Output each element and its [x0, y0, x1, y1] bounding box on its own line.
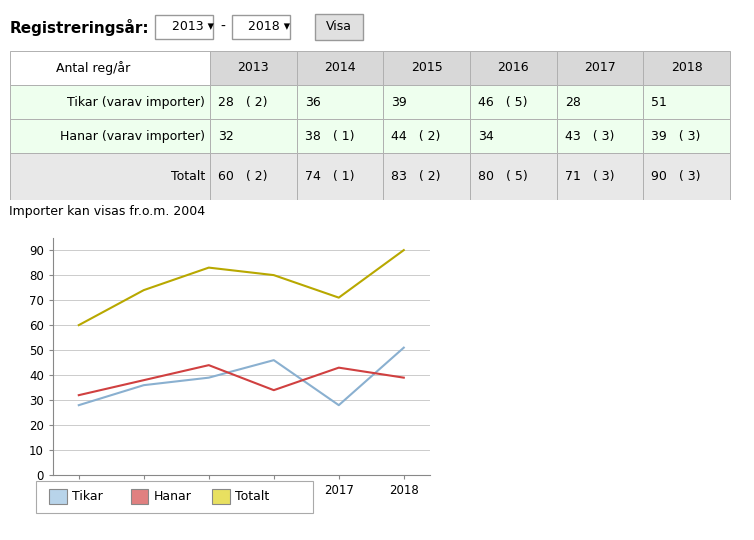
FancyBboxPatch shape	[296, 153, 383, 200]
Text: Totalt: Totalt	[170, 170, 205, 183]
FancyBboxPatch shape	[383, 51, 470, 85]
Tikar	[204, 374, 213, 381]
FancyBboxPatch shape	[470, 85, 556, 119]
Tikar	[74, 402, 83, 408]
FancyBboxPatch shape	[210, 153, 296, 200]
Line: Hanar: Hanar	[78, 365, 404, 395]
Totalt	[334, 294, 343, 301]
Tikar	[269, 357, 278, 363]
Text: 28: 28	[565, 96, 581, 109]
FancyBboxPatch shape	[296, 51, 383, 85]
FancyBboxPatch shape	[556, 119, 643, 153]
Text: 2013: 2013	[238, 61, 269, 75]
Hanar	[269, 387, 278, 394]
FancyBboxPatch shape	[296, 119, 383, 153]
FancyBboxPatch shape	[643, 119, 730, 153]
Hanar	[204, 362, 213, 368]
FancyBboxPatch shape	[556, 85, 643, 119]
Text: 28   ( 2): 28 ( 2)	[218, 96, 268, 109]
FancyBboxPatch shape	[556, 153, 643, 200]
Hanar	[334, 364, 343, 371]
FancyBboxPatch shape	[470, 119, 556, 153]
Text: Totalt: Totalt	[235, 490, 269, 503]
FancyBboxPatch shape	[210, 119, 296, 153]
FancyBboxPatch shape	[210, 51, 296, 85]
Text: Tikar (varav importer): Tikar (varav importer)	[67, 96, 205, 109]
Text: 38   ( 1): 38 ( 1)	[305, 130, 354, 143]
Text: 80   ( 5): 80 ( 5)	[478, 170, 528, 183]
FancyBboxPatch shape	[643, 153, 730, 200]
Text: 2016: 2016	[498, 61, 529, 75]
Text: 36: 36	[305, 96, 320, 109]
FancyBboxPatch shape	[10, 119, 210, 153]
FancyBboxPatch shape	[315, 14, 363, 40]
FancyBboxPatch shape	[10, 153, 210, 200]
Text: 46   ( 5): 46 ( 5)	[478, 96, 528, 109]
FancyBboxPatch shape	[383, 119, 470, 153]
FancyBboxPatch shape	[296, 85, 383, 119]
Tikar	[139, 382, 149, 388]
FancyBboxPatch shape	[232, 15, 290, 39]
Text: Registreringsår:: Registreringsår:	[10, 18, 149, 36]
Tikar	[400, 345, 409, 351]
Text: 90   ( 3): 90 ( 3)	[651, 170, 700, 183]
FancyBboxPatch shape	[470, 51, 556, 85]
Text: Antal reg/år: Antal reg/år	[56, 61, 130, 75]
Hanar	[74, 392, 83, 399]
Text: 43   ( 3): 43 ( 3)	[565, 130, 614, 143]
FancyBboxPatch shape	[210, 85, 296, 119]
Text: 2014: 2014	[324, 61, 356, 75]
FancyBboxPatch shape	[556, 51, 643, 85]
Totalt	[400, 247, 409, 253]
Totalt	[139, 287, 149, 293]
Text: 83   ( 2): 83 ( 2)	[391, 170, 441, 183]
FancyBboxPatch shape	[383, 153, 470, 200]
FancyBboxPatch shape	[383, 85, 470, 119]
FancyBboxPatch shape	[643, 51, 730, 85]
Text: Importer kan visas fr.o.m. 2004: Importer kan visas fr.o.m. 2004	[9, 205, 205, 218]
Text: 2013 ▾: 2013 ▾	[172, 21, 214, 33]
FancyBboxPatch shape	[130, 489, 149, 504]
Text: 39: 39	[391, 96, 407, 109]
Text: 74   ( 1): 74 ( 1)	[305, 170, 354, 183]
Hanar	[400, 374, 409, 381]
Text: 34: 34	[478, 130, 494, 143]
FancyBboxPatch shape	[470, 153, 556, 200]
Text: 2015: 2015	[411, 61, 443, 75]
Line: Totalt: Totalt	[78, 250, 404, 325]
Text: 2017: 2017	[584, 61, 616, 75]
Tikar	[334, 402, 343, 408]
Hanar	[139, 377, 149, 383]
Text: Hanar (varav importer): Hanar (varav importer)	[60, 130, 205, 143]
Text: Visa: Visa	[326, 21, 352, 33]
Totalt	[269, 272, 278, 278]
Text: 44   ( 2): 44 ( 2)	[391, 130, 440, 143]
Line: Tikar: Tikar	[78, 348, 404, 405]
FancyBboxPatch shape	[36, 481, 313, 513]
FancyBboxPatch shape	[213, 489, 230, 504]
Text: 60   ( 2): 60 ( 2)	[218, 170, 268, 183]
Text: 32: 32	[218, 130, 234, 143]
FancyBboxPatch shape	[155, 15, 213, 39]
FancyBboxPatch shape	[49, 489, 66, 504]
Totalt	[204, 265, 213, 271]
Text: 51: 51	[651, 96, 667, 109]
FancyBboxPatch shape	[10, 51, 210, 85]
Text: 2018: 2018	[671, 61, 703, 75]
Text: 39   ( 3): 39 ( 3)	[651, 130, 700, 143]
Text: 71   ( 3): 71 ( 3)	[565, 170, 615, 183]
Totalt	[74, 322, 83, 328]
Text: Tikar: Tikar	[72, 490, 103, 503]
Text: -: -	[220, 20, 225, 34]
FancyBboxPatch shape	[10, 85, 210, 119]
FancyBboxPatch shape	[643, 85, 730, 119]
Text: 2018 ▾: 2018 ▾	[248, 21, 290, 33]
Text: Hanar: Hanar	[153, 490, 192, 503]
